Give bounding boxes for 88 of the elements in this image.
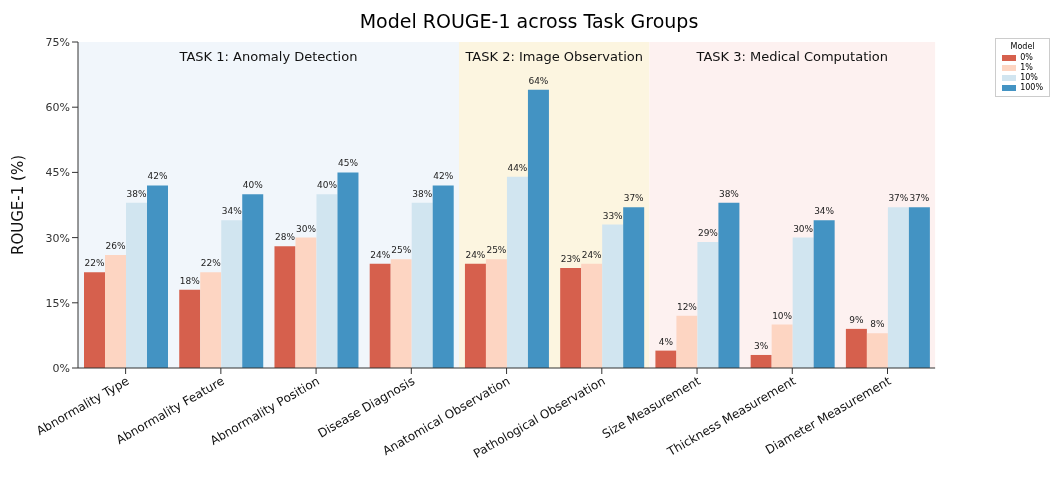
bar <box>126 202 147 368</box>
chart-title: Model ROUGE-1 across Task Groups <box>358 9 700 34</box>
legend-label: 0% <box>1020 53 1033 62</box>
data-label: 28% <box>274 232 296 243</box>
bar <box>581 263 603 368</box>
data-label: 38% <box>412 188 433 199</box>
bar <box>274 246 296 368</box>
y-tick-label: 45% <box>45 166 70 180</box>
data-label: 23% <box>560 254 582 265</box>
y-tick-label: 0% <box>52 361 70 375</box>
bar <box>655 350 677 368</box>
data-label: 34% <box>221 206 243 217</box>
y-tick-label: 60% <box>45 101 70 115</box>
data-label: 8% <box>870 319 885 330</box>
y-tick-label: 75% <box>45 35 70 49</box>
legend-label: 100% <box>1020 83 1043 92</box>
y-tick-label: 15% <box>45 296 70 310</box>
bar <box>845 328 867 368</box>
bar <box>485 259 507 368</box>
data-label: 22% <box>200 258 222 269</box>
data-label: 38% <box>126 188 147 199</box>
bar <box>750 354 772 368</box>
bar <box>369 263 391 368</box>
band-label: TASK 2: Image Observation <box>464 49 643 65</box>
data-label: 37% <box>623 193 645 204</box>
legend-title: Model <box>1009 42 1036 51</box>
y-axis-title: ROUGE-1 (%) <box>9 155 28 255</box>
bar <box>676 315 698 368</box>
data-label: 40% <box>242 180 264 191</box>
data-label: 26% <box>105 240 126 251</box>
bar <box>337 172 359 368</box>
data-label: 24% <box>370 249 391 260</box>
data-label: 18% <box>179 275 201 286</box>
bar <box>602 224 624 368</box>
data-label: 38% <box>718 188 740 199</box>
bar <box>242 194 264 368</box>
legend-label: 10% <box>1020 73 1038 82</box>
data-label: 30% <box>295 223 317 234</box>
bar <box>792 237 814 368</box>
bar <box>813 220 835 368</box>
y-tick-label: 30% <box>45 231 70 245</box>
bar <box>390 259 412 368</box>
bar <box>295 237 317 368</box>
data-label: 64% <box>528 75 549 86</box>
bar <box>464 263 486 368</box>
data-label: 24% <box>465 249 486 260</box>
bar <box>506 176 528 368</box>
data-label: 4% <box>658 336 674 347</box>
data-label: 30% <box>793 223 814 234</box>
data-label: 40% <box>316 180 338 191</box>
data-label: 9% <box>849 314 864 325</box>
bar <box>221 220 243 368</box>
data-label: 10% <box>772 310 793 321</box>
data-label: 45% <box>337 158 359 169</box>
bar <box>147 185 168 368</box>
data-label: 25% <box>391 245 412 256</box>
legend-label: 1% <box>1020 63 1033 72</box>
bar <box>697 241 719 368</box>
bar <box>84 272 105 368</box>
bar <box>887 207 909 368</box>
bar <box>771 324 793 368</box>
data-label: 44% <box>507 162 528 173</box>
bar <box>623 207 645 368</box>
data-label: 3% <box>754 340 769 351</box>
data-label: 12% <box>676 301 698 312</box>
data-label: 42% <box>147 171 168 182</box>
bar <box>411 202 433 368</box>
bar <box>432 185 454 368</box>
data-label: 42% <box>433 171 454 182</box>
data-label: 37% <box>909 193 930 204</box>
data-label: 37% <box>888 193 909 204</box>
data-label: 24% <box>581 249 603 260</box>
data-label: 34% <box>814 206 835 217</box>
bar <box>527 89 549 368</box>
data-label: 22% <box>84 258 105 269</box>
bar <box>560 268 582 368</box>
data-label: 29% <box>697 227 719 238</box>
bar <box>200 272 222 368</box>
bar <box>718 202 740 368</box>
bar <box>316 194 338 368</box>
bar <box>179 289 201 368</box>
data-label: 33% <box>602 210 624 221</box>
data-label: 25% <box>486 245 507 256</box>
band-label: TASK 1: Anomaly Detection <box>178 49 358 65</box>
bar <box>105 254 126 368</box>
band-label: TASK 3: Medical Computation <box>695 49 889 65</box>
bar <box>866 333 888 368</box>
bar <box>908 207 930 368</box>
